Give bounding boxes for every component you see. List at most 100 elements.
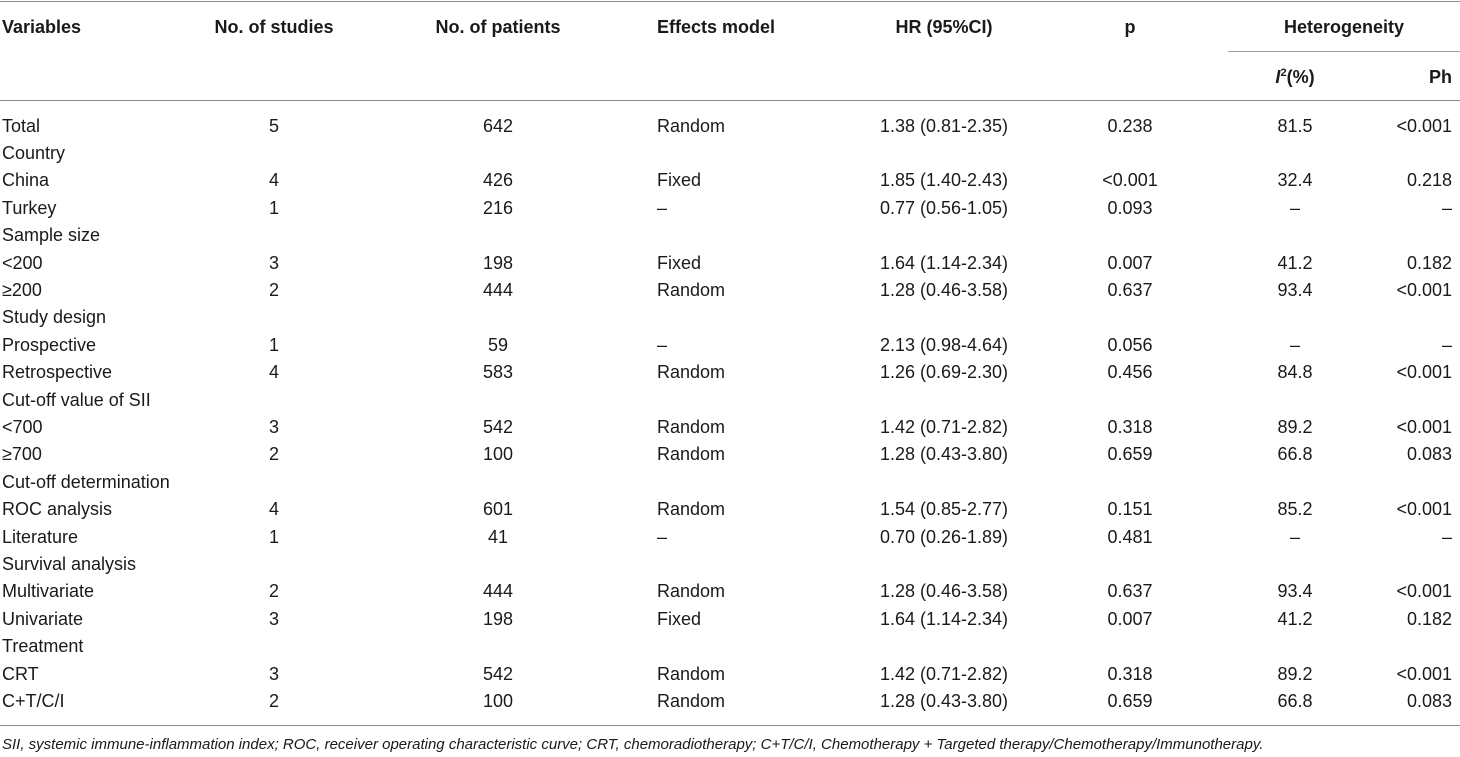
header-heterogeneity: Heterogeneity bbox=[1283, 17, 1405, 37]
cell-i2: 89.2 bbox=[1277, 416, 1313, 437]
cell-p: 0.659 bbox=[1107, 444, 1153, 465]
cell-ph: 0.182 bbox=[1406, 608, 1452, 629]
cell-i2: – bbox=[1289, 526, 1301, 547]
cell-effects-model: Fixed bbox=[657, 252, 702, 273]
cell-patients: 542 bbox=[482, 416, 514, 437]
cell-i2: 85.2 bbox=[1277, 499, 1313, 520]
cell-patients: 198 bbox=[482, 608, 514, 629]
header-i2-base: I bbox=[1275, 67, 1281, 87]
table-row: <200 3 198 Fixed 1.64 (1.14-2.34) 0.007 41.2 0.… bbox=[0, 250, 1460, 277]
cell-p: <0.001 bbox=[1102, 170, 1158, 191]
table-row: Multivariate 2 444 Random 1.28 (0.46-3.58) 0.… bbox=[0, 578, 1460, 605]
cell-ph: – bbox=[1441, 197, 1452, 218]
cell-patients: 100 bbox=[482, 444, 514, 465]
cell-hr: 0.77 (0.56-1.05) bbox=[879, 197, 1009, 218]
cell-p: 0.007 bbox=[1107, 608, 1153, 629]
table-row: ≥700 2 100 Random 1.28 (0.43-3.80) 0.659 66.8 0… bbox=[0, 441, 1460, 468]
cell-ph: 0.083 bbox=[1406, 444, 1452, 465]
cell-effects-model: – bbox=[657, 526, 668, 547]
table-row: CRT 3 542 Random 1.42 (0.71-2.82) 0.318 89.2 <0… bbox=[0, 661, 1460, 688]
table-row: Country bbox=[0, 140, 1460, 167]
table-row: Turkey 1 216 – 0.77 (0.56-1.05) 0.093 – – bbox=[0, 195, 1460, 222]
cell-p: 0.093 bbox=[1107, 197, 1153, 218]
table-row: Treatment bbox=[0, 633, 1460, 660]
cell-p: 0.007 bbox=[1107, 252, 1153, 273]
cell-studies: 2 bbox=[268, 444, 280, 465]
cell-studies: 1 bbox=[268, 526, 280, 547]
cell-i2: 66.8 bbox=[1277, 690, 1313, 711]
cell-variable: ≥700 bbox=[2, 444, 42, 465]
cell-patients: 216 bbox=[482, 197, 514, 218]
cell-ph: <0.001 bbox=[1396, 499, 1452, 520]
cell-hr: 1.42 (0.71-2.82) bbox=[879, 416, 1009, 437]
cell-effects-model: Fixed bbox=[657, 608, 702, 629]
cell-p: 0.637 bbox=[1107, 279, 1153, 300]
table-row: Cut-off determination bbox=[0, 469, 1460, 496]
table-row: <700 3 542 Random 1.42 (0.71-2.82) 0.318 89.2 <… bbox=[0, 414, 1460, 441]
cell-variable: Sample size bbox=[2, 225, 101, 246]
table-top-rule bbox=[0, 1, 1460, 2]
cell-p: 0.318 bbox=[1107, 663, 1153, 684]
cell-hr: 1.38 (0.81-2.35) bbox=[879, 115, 1009, 136]
cell-ph: 0.083 bbox=[1406, 690, 1452, 711]
cell-ph: – bbox=[1441, 526, 1452, 547]
cell-i2: 32.4 bbox=[1277, 170, 1313, 191]
cell-patients: 444 bbox=[482, 279, 514, 300]
cell-studies: 1 bbox=[268, 334, 280, 355]
cell-variable: Cut-off determination bbox=[2, 471, 170, 492]
cell-variable: Study design bbox=[2, 307, 107, 328]
cell-variable: Multivariate bbox=[2, 581, 95, 602]
cell-i2: 41.2 bbox=[1277, 608, 1313, 629]
cell-variable: Survival analysis bbox=[2, 553, 137, 574]
table-row: Total 5 642 Random 1.38 (0.81-2.35) 0.238 81.5… bbox=[0, 113, 1460, 140]
cell-i2: 89.2 bbox=[1277, 663, 1313, 684]
cell-i2: 93.4 bbox=[1277, 279, 1313, 300]
cell-studies: 2 bbox=[268, 581, 280, 602]
cell-effects-model: Random bbox=[657, 115, 726, 136]
cell-i2: 66.8 bbox=[1277, 444, 1313, 465]
cell-i2: – bbox=[1289, 334, 1301, 355]
table-row: Univariate 3 198 Fixed 1.64 (1.14-2.34) 0.007… bbox=[0, 606, 1460, 633]
cell-studies: 4 bbox=[268, 170, 280, 191]
cell-effects-model: Random bbox=[657, 663, 726, 684]
cell-effects-model: Random bbox=[657, 279, 726, 300]
header-i2: I2(%) bbox=[1275, 66, 1314, 88]
cell-ph: <0.001 bbox=[1396, 663, 1452, 684]
header-ph: Ph bbox=[1428, 67, 1452, 87]
table-bottom-rule bbox=[0, 725, 1460, 726]
cell-studies: 4 bbox=[268, 362, 280, 383]
cell-i2: 93.4 bbox=[1277, 581, 1313, 602]
cell-ph: 0.182 bbox=[1406, 252, 1452, 273]
cell-hr: 1.26 (0.69-2.30) bbox=[879, 362, 1009, 383]
cell-patients: 426 bbox=[482, 170, 514, 191]
header-effects-model: Effects model bbox=[657, 17, 776, 37]
cell-ph: <0.001 bbox=[1396, 416, 1452, 437]
cell-hr: 0.70 (0.26-1.89) bbox=[879, 526, 1009, 547]
cell-variable: <200 bbox=[2, 252, 43, 273]
cell-patients: 444 bbox=[482, 581, 514, 602]
table-row: ≥200 2 444 Random 1.28 (0.46-3.58) 0.637 93.4 <… bbox=[0, 277, 1460, 304]
table-row: Cut-off value of SII bbox=[0, 387, 1460, 414]
header-p: p bbox=[1124, 17, 1136, 37]
cell-studies: 2 bbox=[268, 690, 280, 711]
cell-patients: 100 bbox=[482, 690, 514, 711]
cell-p: 0.481 bbox=[1107, 526, 1153, 547]
cell-p: 0.637 bbox=[1107, 581, 1153, 602]
cell-i2: 84.8 bbox=[1277, 362, 1313, 383]
cell-effects-model: – bbox=[657, 197, 668, 218]
heterogeneity-rule bbox=[1228, 51, 1460, 52]
cell-ph: – bbox=[1441, 334, 1452, 355]
cell-variable: Cut-off value of SII bbox=[2, 389, 151, 410]
cell-studies: 3 bbox=[268, 663, 280, 684]
cell-patients: 642 bbox=[482, 115, 514, 136]
header-studies: No. of studies bbox=[214, 17, 334, 37]
cell-ph: <0.001 bbox=[1396, 581, 1452, 602]
cell-hr: 1.64 (1.14-2.34) bbox=[879, 252, 1009, 273]
table-footnote: SII, systemic immune-inflammation index;… bbox=[2, 736, 1264, 753]
cell-effects-model: Random bbox=[657, 499, 726, 520]
cell-hr: 1.28 (0.46-3.58) bbox=[879, 581, 1009, 602]
table-row: Prospective 1 59 – 2.13 (0.98-4.64) 0.056 – – bbox=[0, 332, 1460, 359]
cell-variable: ROC analysis bbox=[2, 499, 113, 520]
cell-effects-model: – bbox=[657, 334, 668, 355]
cell-variable: Univariate bbox=[2, 608, 84, 629]
